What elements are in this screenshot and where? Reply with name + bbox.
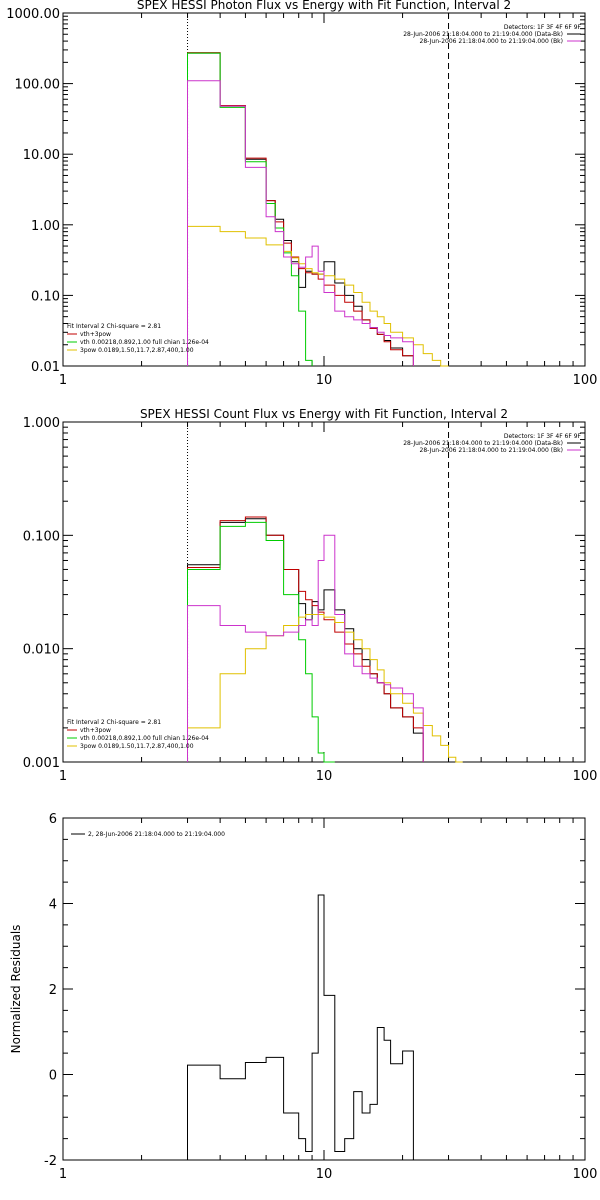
series-residual <box>187 894 414 1160</box>
y-tick-label: 0 <box>49 1069 57 1084</box>
series-vth-3pow <box>187 516 424 762</box>
x-tick-label: 10 <box>316 1167 333 1182</box>
series-vth <box>187 52 313 366</box>
legend-entry: 3pow 0.0189,1.50,11.7,2.87,400,1.00 <box>80 347 194 354</box>
panel-1: SPEX HESSI Photon Flux vs Energy with Fi… <box>6 0 597 388</box>
x-tick-label: 100 <box>573 1167 598 1182</box>
y-tick-label: 0.10 <box>31 289 60 304</box>
y-tick-label: 100.00 <box>15 78 61 93</box>
x-tick-label: 1 <box>59 769 67 784</box>
legend-entry: vth+3pow <box>80 331 111 338</box>
legend-entry: Fit Interval 2 Chi-square = 2.81 <box>67 719 161 726</box>
legend-entry: 28-Jun-2006 21:18:04.000 to 21:19:04.000… <box>403 440 563 447</box>
series-bk <box>187 80 414 366</box>
legend-entry: Fit Interval 2 Chi-square = 2.81 <box>67 323 161 330</box>
y-tick-label: 2 <box>49 983 57 998</box>
y-tick-label: 4 <box>49 898 57 913</box>
legend-entry: 28-Jun-2006 21:18:04.000 to 21:19:04.000… <box>403 31 563 38</box>
x-tick-label: 10 <box>316 769 333 784</box>
plot-frame <box>62 12 586 367</box>
y-axis-label: Normalized Residuals <box>9 925 23 1054</box>
y-tick-label: -2 <box>44 1154 57 1169</box>
y-tick-label: 0.010 <box>23 643 60 658</box>
x-tick-label: 100 <box>573 373 598 388</box>
x-tick-label: 1 <box>59 1167 67 1182</box>
legend-entry: 2, 28-Jun-2006 21:18:04.000 to 21:19:04.… <box>88 831 225 838</box>
legend-entry: vth+3pow <box>80 727 111 734</box>
y-tick-label: 6 <box>49 812 57 827</box>
plot-title: SPEX HESSI Count Flux vs Energy with Fit… <box>140 407 508 421</box>
series-3pow <box>187 225 449 367</box>
detectors-label: Detectors: 1F 3F 4F 6F 9F <box>504 433 582 440</box>
plot-title: SPEX HESSI Photon Flux vs Energy with Fi… <box>137 0 511 12</box>
y-tick-label: 1.000 <box>23 416 60 431</box>
legend-entry: 28-Jun-2006 21:18:04.000 to 21:19:04.000… <box>420 38 563 45</box>
y-tick-label: 1000.00 <box>6 7 60 22</box>
series-vth-3pow <box>187 52 414 366</box>
detectors-label: Detectors: 1F 3F 4F 6F 9F <box>504 24 582 31</box>
series-3pow <box>187 614 463 763</box>
legend-entry: 3pow 0.0189,1.50,11.7,2.87,400,1.00 <box>80 743 194 750</box>
x-tick-label: 1 <box>59 373 67 388</box>
y-tick-label: 0.001 <box>23 756 60 771</box>
panel-2: SPEX HESSI Count Flux vs Energy with Fit… <box>23 407 598 784</box>
legend-entry: 28-Jun-2006 21:18:04.000 to 21:19:04.000… <box>420 447 563 454</box>
y-tick-label: 10.00 <box>23 148 60 163</box>
panel-3: 1 10 100 -2 0 2 4 6 Normalized Residuals 2, 28-Ju… <box>9 812 597 1182</box>
y-tick-label: 1.00 <box>31 219 60 234</box>
y-tick-label: 0.100 <box>23 529 60 544</box>
series-vth <box>187 521 335 763</box>
x-tick-label: 10 <box>316 373 333 388</box>
series-data-bk <box>187 52 414 366</box>
legend-entry: vth 0.00218,0.892,1.00 full chian 1.26e-… <box>80 339 209 346</box>
x-tick-label: 100 <box>573 769 598 784</box>
series-bk <box>187 534 424 762</box>
legend-entry: vth 0.00218,0.892,1.00 full chian 1.26e-… <box>80 735 209 742</box>
y-tick-label: 0.01 <box>31 360 60 375</box>
